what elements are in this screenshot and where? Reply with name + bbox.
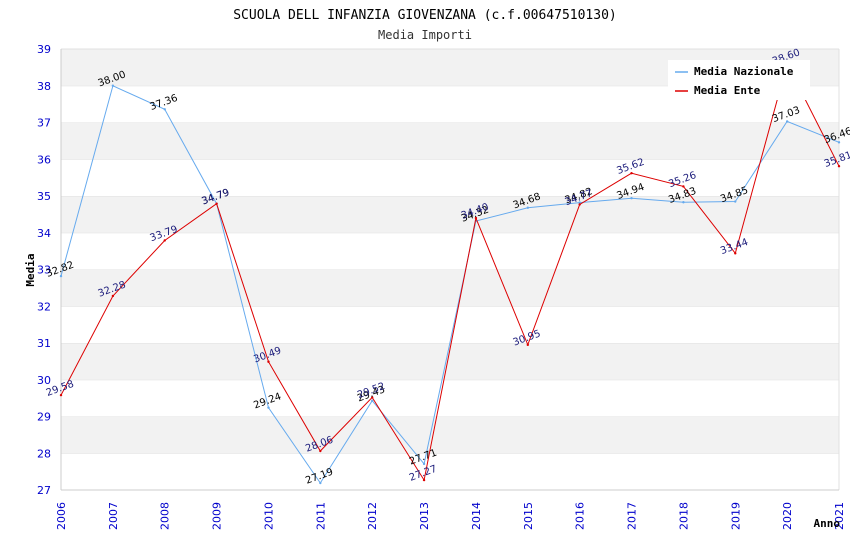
data-point	[734, 252, 737, 255]
grid-band	[61, 306, 839, 343]
data-point	[371, 399, 374, 402]
data-point	[422, 478, 426, 482]
series-line-ente	[60, 62, 840, 482]
data-point	[682, 201, 685, 204]
y-tick-label: 33	[37, 264, 51, 277]
x-axis-label: Anno	[814, 517, 841, 530]
x-tick-label: 2012	[366, 502, 379, 530]
data-point	[111, 294, 115, 298]
data-point	[267, 360, 270, 363]
x-tick-label: 2011	[314, 502, 327, 530]
data-point	[682, 185, 685, 188]
y-tick-label: 29	[37, 411, 51, 424]
x-tick-label: 2014	[470, 502, 483, 530]
y-tick-label: 36	[37, 153, 51, 166]
grid-band	[61, 122, 839, 160]
y-tick-label: 27	[37, 484, 51, 497]
grid-band	[61, 159, 839, 196]
data-point	[578, 201, 581, 204]
x-tick-label: 2020	[781, 502, 794, 530]
grid-bands	[60, 48, 840, 491]
data-point	[474, 216, 478, 220]
data-point	[59, 393, 63, 397]
x-axis-ticks: 2006 2007 2008 2009 2010 2011 2012 2013 2014 2015…	[55, 502, 846, 530]
y-tick-label: 30	[37, 374, 51, 387]
chart-title: SCUOLA DELL INFANZIA GIOVENZANA (c.f.006…	[233, 8, 617, 23]
series-lines	[59, 62, 841, 485]
x-tick-label: 2013	[418, 502, 431, 530]
data-point	[630, 197, 633, 200]
y-tick-label: 34	[37, 227, 51, 240]
data-point	[267, 406, 270, 409]
data-point	[163, 239, 166, 242]
data-point	[163, 108, 166, 111]
x-tick-label: 2016	[574, 502, 587, 530]
data-point	[319, 449, 322, 453]
chart-subtitle: Media Importi	[378, 28, 472, 42]
grid-band	[61, 416, 839, 454]
data-point	[785, 120, 789, 123]
y-tick-label: 35	[37, 190, 51, 203]
grid-band	[61, 232, 839, 270]
y-tick-label: 39	[37, 43, 51, 56]
legend-label-ente: Media Ente	[694, 84, 761, 97]
x-tick-label: 2009	[211, 502, 224, 530]
x-tick-label: 2015	[522, 502, 535, 530]
x-tick-label: 2018	[677, 502, 690, 530]
y-tick-label: 32	[37, 300, 51, 313]
data-point	[319, 481, 322, 485]
y-axis-ticks: 27 28 29 30 31 32 33 34 35 36 37 38 39	[37, 43, 51, 497]
data-point	[630, 172, 633, 175]
x-tick-label: 2008	[159, 502, 172, 530]
data-point	[215, 202, 218, 205]
x-tick-label: 2006	[55, 502, 68, 530]
y-tick-label: 28	[37, 447, 51, 460]
data-point	[526, 343, 529, 347]
data-point	[837, 141, 841, 144]
legend: Media Nazionale Media Ente	[668, 60, 810, 100]
x-tick-label: 2017	[626, 502, 639, 530]
series-line-nazionale	[60, 85, 840, 484]
data-point	[59, 274, 63, 278]
y-tick-label: 31	[37, 337, 51, 350]
legend-box	[668, 60, 810, 100]
y-tick-label: 38	[37, 80, 51, 93]
data-point	[422, 462, 426, 466]
grid-band	[61, 269, 839, 307]
data-point	[578, 203, 581, 206]
grid-band	[61, 379, 839, 417]
x-tick-label: 2019	[729, 502, 742, 530]
data-point	[526, 206, 529, 209]
x-tick-label: 2010	[262, 502, 275, 530]
data-point	[734, 200, 737, 203]
x-tick-label: 2007	[107, 502, 120, 530]
data-point	[371, 396, 374, 399]
legend-label-nazionale: Media Nazionale	[694, 65, 794, 78]
x-tick-label: 2021	[833, 502, 846, 530]
data-point	[111, 84, 115, 87]
data-point	[837, 165, 841, 168]
y-tick-label: 37	[37, 117, 51, 130]
grid-band	[61, 453, 839, 490]
y-axis-label: Media	[24, 253, 37, 286]
